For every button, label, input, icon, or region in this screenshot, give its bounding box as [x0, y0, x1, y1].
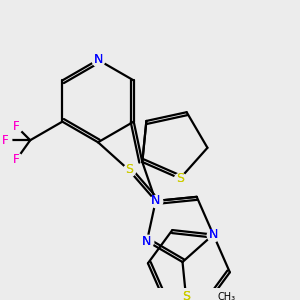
Text: CH₃: CH₃: [217, 292, 236, 300]
Text: F: F: [13, 153, 20, 166]
Text: F: F: [2, 134, 9, 147]
Text: N: N: [93, 53, 103, 66]
Text: S: S: [176, 172, 184, 185]
Text: F: F: [13, 153, 20, 166]
Text: F: F: [13, 120, 20, 133]
Text: F: F: [13, 120, 20, 133]
Text: F: F: [2, 134, 9, 147]
Text: N: N: [151, 194, 160, 207]
Text: N: N: [208, 228, 218, 241]
Text: N: N: [151, 194, 160, 207]
Text: N: N: [93, 53, 103, 66]
Text: S: S: [182, 290, 190, 300]
Text: N: N: [142, 235, 152, 248]
Text: S: S: [182, 290, 190, 300]
Text: S: S: [176, 172, 184, 185]
Text: S: S: [125, 163, 133, 176]
Text: N: N: [208, 228, 218, 241]
Text: N: N: [142, 235, 152, 248]
Text: S: S: [182, 290, 190, 300]
Text: S: S: [125, 163, 133, 176]
